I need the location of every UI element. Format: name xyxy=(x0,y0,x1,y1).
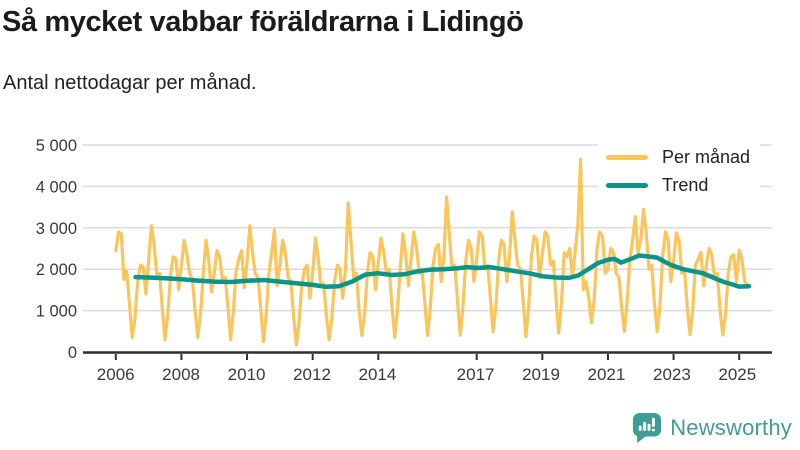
x-axis-labels: 2006 2008 2010 2012 2014 2017 2019 2021 … xyxy=(97,365,756,384)
y-tick-label: 3 000 xyxy=(36,220,77,238)
x-axis xyxy=(83,351,772,360)
x-tick-label: 2019 xyxy=(522,365,560,384)
chart-legend: Per månad Trend xyxy=(598,141,761,202)
legend-label-per-manad: Per månad xyxy=(662,147,751,167)
x-tick-label: 2023 xyxy=(653,365,691,384)
legend-item-per-manad: Per månad xyxy=(606,147,750,168)
newsworthy-logo: Newsworthy xyxy=(632,412,792,444)
x-tick-label: 2025 xyxy=(718,365,756,384)
legend-label-trend: Trend xyxy=(662,175,709,195)
x-tick-label: 2006 xyxy=(97,365,135,384)
y-tick-label: 5 000 xyxy=(36,137,77,155)
y-axis-labels: 0 1 000 2 000 3 000 4 000 5 000 xyxy=(36,137,77,362)
x-tick-label: 2017 xyxy=(457,365,495,384)
page-title: Så mycket vabbar föräldrarna i Lidingö xyxy=(2,6,524,38)
x-tick-label: 2012 xyxy=(293,365,331,384)
y-tick-label: 4 000 xyxy=(36,178,77,196)
x-tick-label: 2008 xyxy=(162,365,200,384)
legend-swatch-per-manad-icon xyxy=(606,155,648,160)
x-tick-label: 2010 xyxy=(228,365,266,384)
y-tick-label: 2 000 xyxy=(36,261,77,279)
newsworthy-brand-name: Newsworthy xyxy=(670,415,792,440)
x-tick-label: 2014 xyxy=(358,365,396,384)
x-tick-label: 2021 xyxy=(587,365,625,384)
page-subtitle: Antal nettodagar per månad. xyxy=(3,72,257,94)
legend-swatch-trend-icon xyxy=(606,183,648,188)
y-tick-label: 0 xyxy=(68,344,77,362)
legend-item-trend: Trend xyxy=(606,175,750,196)
speech-bubble-bar-chart-icon xyxy=(633,413,662,443)
series-lines xyxy=(114,157,752,347)
x-axis-ticks xyxy=(114,354,741,360)
y-tick-label: 1 000 xyxy=(36,303,77,321)
